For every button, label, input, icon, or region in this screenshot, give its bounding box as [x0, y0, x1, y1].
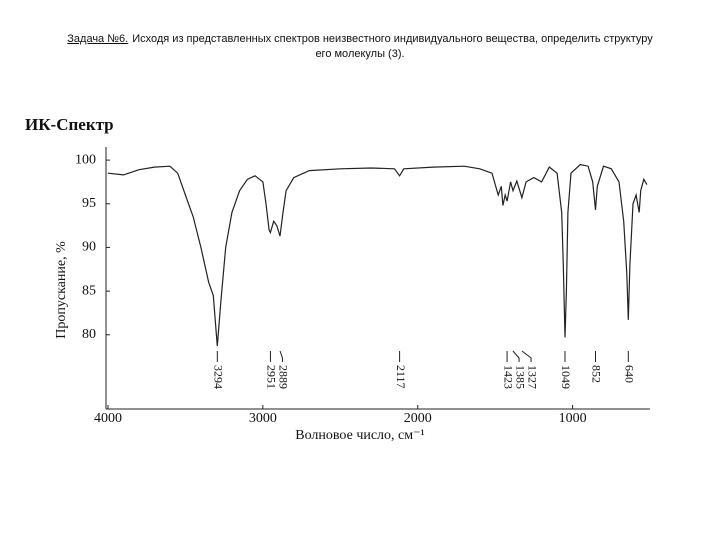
peak-label: 3294	[212, 365, 226, 389]
peak-label: 2951	[265, 365, 279, 389]
peak-label: 1385	[513, 365, 527, 389]
x-tick-label: 1000	[559, 411, 587, 426]
peak-label: 1327	[525, 365, 539, 389]
task-text: Задача №6. Исходя из представленных спект…	[60, 32, 660, 62]
x-tick-label: 2000	[404, 411, 432, 426]
task-body: Исходя из представленных спектров неизве…	[132, 33, 653, 60]
y-tick-label: 85	[82, 283, 96, 298]
peak-leader	[512, 350, 520, 362]
y-axis-label: Пропускание, %	[54, 241, 69, 339]
x-tick-label: 4000	[94, 411, 122, 426]
y-tick-label: 90	[82, 240, 96, 255]
task-label: Задача №6.	[67, 33, 129, 45]
peak-leader	[521, 350, 532, 362]
peak-label: 1423	[501, 365, 515, 389]
x-tick-label: 3000	[249, 411, 277, 426]
peak-label: 640	[623, 365, 637, 383]
y-tick-label: 95	[82, 196, 96, 211]
y-tick-label: 100	[75, 152, 96, 167]
y-tick-label: 80	[82, 327, 96, 342]
peak-label: 852	[590, 365, 604, 383]
x-axis-label: Волновое число, см⁻¹	[295, 428, 424, 443]
spectrum-line	[107, 163, 648, 347]
peak-label: 1049	[559, 365, 573, 389]
chart-title: ИК-Спектр	[25, 115, 114, 134]
peak-label: 2117	[394, 365, 408, 389]
peak-label: 2889	[277, 365, 291, 389]
peak-leader	[279, 350, 283, 362]
